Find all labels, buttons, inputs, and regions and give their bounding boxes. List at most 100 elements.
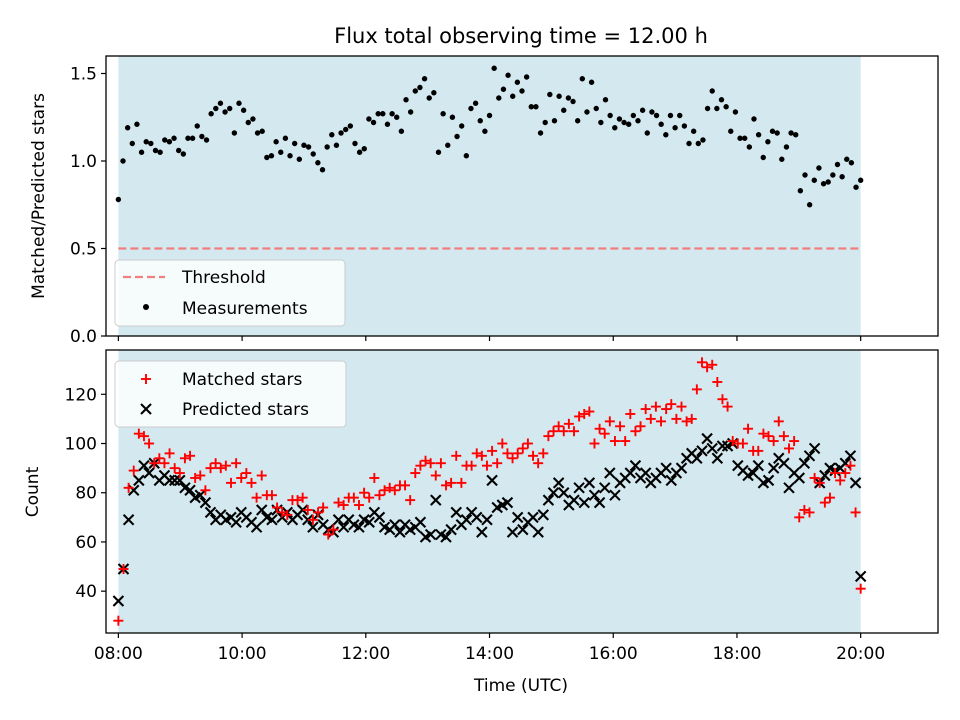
measurement-point (690, 128, 697, 134)
predicted-point-b (849, 477, 862, 489)
matched-point (154, 453, 165, 464)
measurement-point (723, 104, 729, 110)
measurement-point (598, 119, 604, 126)
matched-point (768, 436, 779, 447)
measurement-point (528, 104, 534, 110)
bottom-ytick-label: 60 (75, 533, 97, 553)
predicted-point-b (460, 514, 473, 526)
predicted-point (143, 467, 155, 479)
measurement-point (820, 181, 827, 187)
measurement-point (194, 123, 200, 129)
measurement-point (157, 149, 163, 155)
measurement-point (741, 135, 748, 141)
measurement-point (718, 97, 725, 103)
matched-point (149, 458, 160, 469)
measurement-point (463, 153, 470, 159)
measurement-point (185, 135, 191, 141)
measurement-point (644, 130, 650, 136)
predicted-point-b (660, 462, 672, 474)
measurement-point (607, 112, 613, 119)
predicted-point-b (537, 509, 550, 521)
measurement-point (542, 119, 548, 126)
measurement-point (765, 139, 771, 145)
matched-point (794, 512, 805, 523)
predicted-point-b (225, 511, 237, 524)
measurement-point (162, 137, 168, 143)
matched-point (195, 470, 206, 481)
measurement-point (449, 114, 456, 120)
predicted-point (445, 523, 457, 536)
measurement-point (361, 146, 367, 152)
measurement-point (839, 174, 845, 180)
bottom-axes-frame (105, 349, 939, 634)
measurement-point (505, 72, 511, 78)
predicted-point-b (353, 521, 365, 533)
measurement-point (129, 140, 135, 147)
matched-point (789, 436, 800, 447)
predicted-point (389, 518, 401, 531)
predicted-point (588, 489, 601, 501)
measurement-point (472, 100, 479, 106)
matched-point (133, 428, 144, 439)
matched-point (185, 450, 196, 461)
predicted-point (639, 467, 652, 479)
measurement-point (533, 104, 539, 110)
matched-point (676, 401, 687, 412)
predicted-point (194, 489, 207, 501)
predicted-point-b (711, 452, 724, 465)
top-ytick-label: 1.0 (70, 152, 97, 172)
measurement-point (728, 128, 734, 134)
predicted-point-b (578, 496, 590, 509)
measurement-point (570, 98, 576, 105)
top-x-ticks (117, 336, 862, 341)
predicted-point-b (675, 462, 688, 474)
measurement-point (199, 133, 205, 140)
predicted-point-b (803, 450, 816, 462)
predicted-point (486, 474, 498, 487)
matched-point (415, 460, 426, 471)
matched-point (548, 426, 559, 437)
measurement-point (844, 156, 850, 162)
matched-point (845, 460, 856, 471)
measurement-point (421, 76, 428, 82)
measurement-point (398, 128, 405, 134)
bottom-ytick-label: 120 (65, 385, 97, 405)
predicted-point (552, 477, 565, 489)
measurement-point (783, 144, 790, 150)
measurement-point (802, 172, 808, 178)
predicted-point (511, 511, 524, 524)
measurement-point (370, 119, 377, 126)
measurement-point (301, 142, 307, 148)
predicted-point (537, 509, 550, 521)
measurement-point (816, 165, 822, 171)
measurement-point (319, 167, 326, 173)
predicted-point (568, 494, 580, 506)
predicted-point-b (506, 526, 519, 538)
predicted-point-b (517, 523, 529, 536)
measurement-point (458, 123, 465, 129)
predicted-point-b (266, 514, 278, 526)
top-legend: Threshold Measurements (114, 259, 346, 327)
measurement-point (222, 109, 228, 115)
matched-point (272, 502, 283, 513)
matched-point (568, 426, 579, 437)
matched-point (686, 413, 697, 424)
measurement-point (672, 125, 678, 131)
measurement-point (593, 105, 599, 112)
measurement-point (732, 109, 739, 115)
predicted-point-b (691, 452, 703, 465)
measurement-point (296, 156, 303, 162)
predicted-point (706, 442, 718, 455)
matched-point (517, 443, 528, 454)
bottom-xtick-label: 12:00 (341, 644, 390, 664)
matched-point (696, 357, 707, 368)
matched-point (487, 445, 498, 456)
predicted-point (542, 494, 555, 506)
measurement-point (769, 128, 776, 134)
predicted-point (302, 514, 314, 526)
predicted-point-b (568, 494, 580, 506)
predicted-point-b (793, 472, 805, 484)
measurement-point (380, 111, 386, 117)
bottom-xtick-label: 18:00 (712, 644, 761, 664)
matched-point (220, 460, 231, 471)
